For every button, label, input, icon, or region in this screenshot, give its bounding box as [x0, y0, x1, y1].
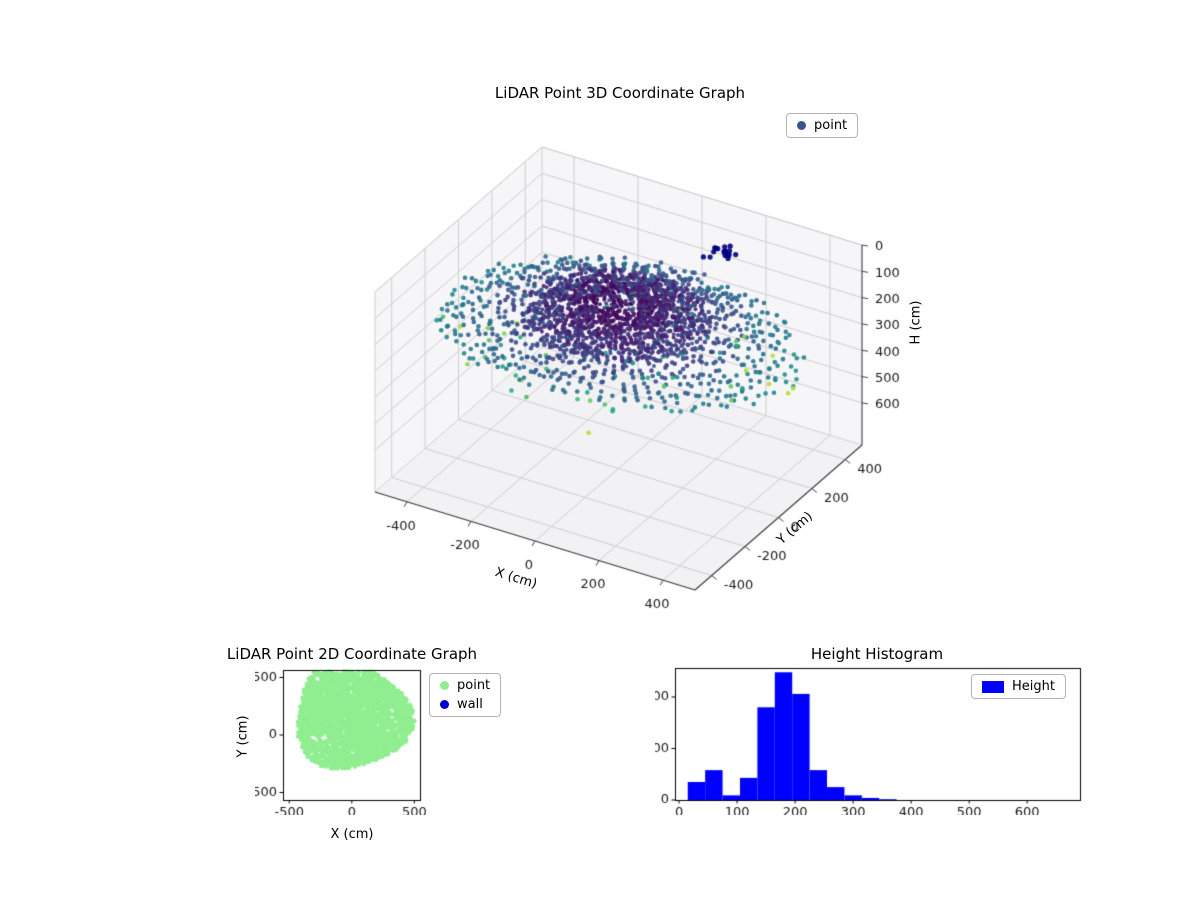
wall-marker-icon [440, 700, 449, 709]
plot3d-zlabel: H (cm) [908, 300, 924, 345]
scatter2d-canvas [255, 660, 435, 815]
histogram-legend: Height [971, 674, 1066, 699]
legend-item-wall: wall [440, 697, 490, 712]
legend-label: point [457, 678, 491, 693]
plot3d-legend: point [786, 113, 859, 138]
scatter3d-canvas [300, 95, 940, 655]
height-patch-icon [982, 680, 1004, 693]
legend-label: Height [1012, 679, 1055, 694]
legend-item-height: Height [982, 679, 1055, 694]
plot2d-ylabel: Y (cm) [235, 715, 251, 758]
plot2d-title: LiDAR Point 2D Coordinate Graph [226, 645, 478, 663]
legend-item-point: point [440, 678, 490, 693]
histogram-title: Height Histogram [810, 645, 944, 663]
legend-label: point [814, 118, 848, 133]
point-marker-icon [440, 681, 449, 690]
plot2d-xlabel: X (cm) [330, 827, 374, 842]
legend-label: wall [457, 697, 483, 712]
legend-item-point: point [797, 118, 847, 133]
plot2d-legend: point wall [429, 673, 502, 717]
point-marker-icon [797, 121, 806, 130]
